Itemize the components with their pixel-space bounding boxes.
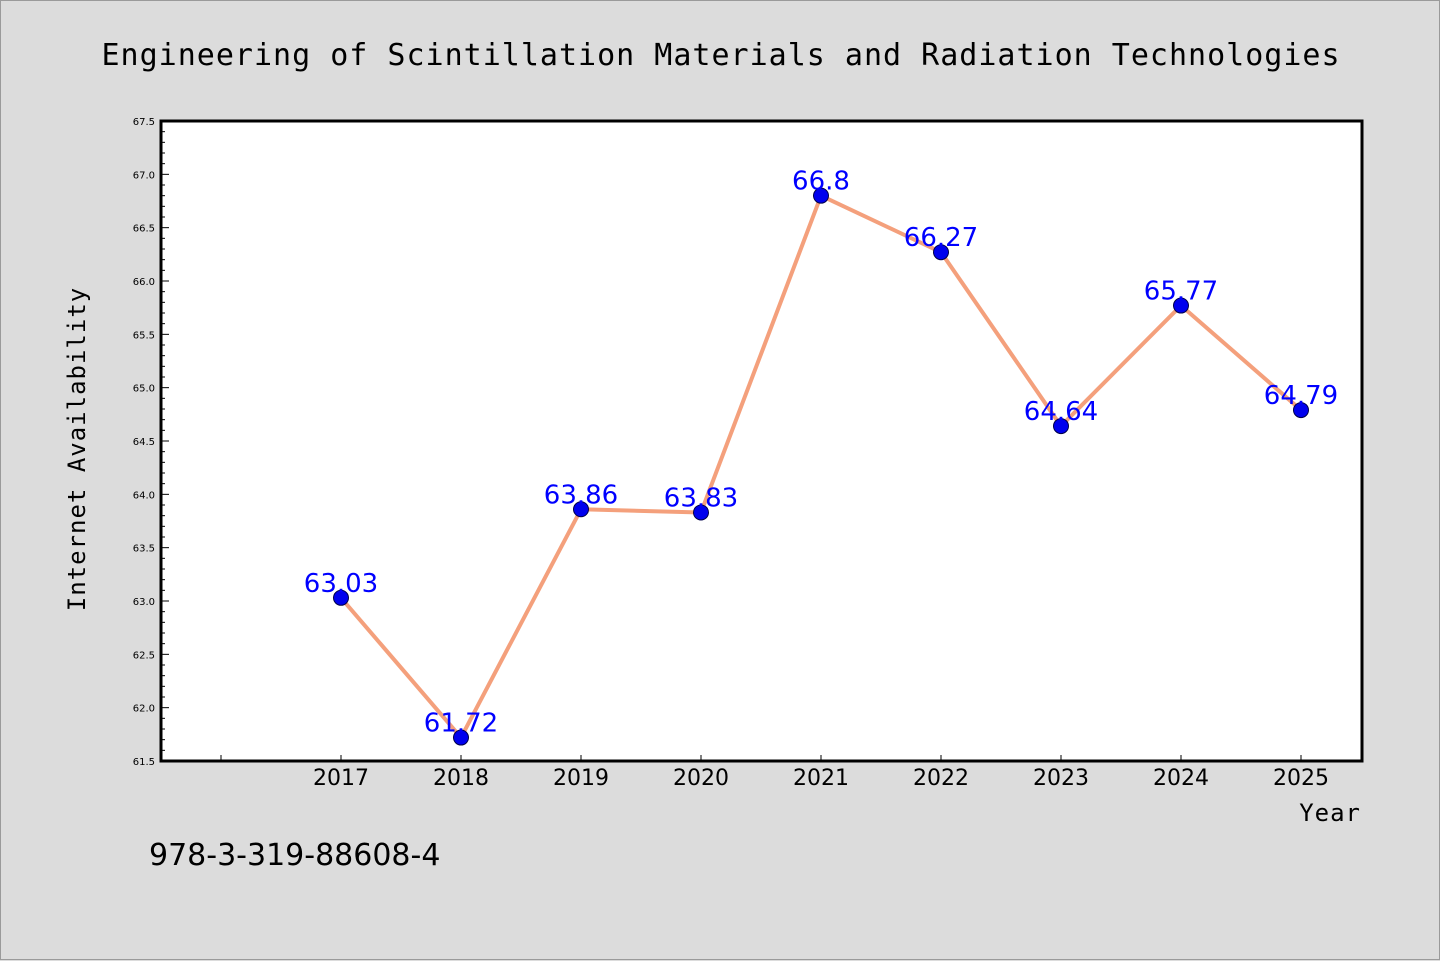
x-tick-label: 2020 [673, 766, 729, 791]
y-tick-label: 67.0 [133, 170, 155, 181]
y-tick-label: 62.0 [133, 704, 155, 715]
data-label: 65.77 [1144, 277, 1218, 307]
x-tick-label: 2021 [793, 766, 849, 791]
y-tick-label: 64.5 [133, 437, 155, 448]
y-tick-label: 63.0 [133, 597, 155, 608]
data-label: 64.64 [1024, 397, 1098, 427]
y-tick-label: 65.5 [133, 330, 155, 341]
footer-code: 978-3-319-88608-4 [149, 838, 440, 873]
data-point [453, 729, 469, 746]
x-tick-label: 2025 [1273, 766, 1329, 791]
y-axis: 61.5 62.0 62.5 63.0 63.5 64.0 64.5 65.0 65.5 66.0… [133, 117, 169, 768]
x-tick-label: 2024 [1153, 766, 1209, 791]
data-label: 61.72 [424, 709, 498, 739]
y-tick-label: 62.5 [133, 650, 155, 661]
x-axis: 2017 2018 2019 2020 2021 2022 2023 2024 2025 [220, 755, 1329, 791]
data-label: 63.86 [544, 480, 618, 510]
data-point [333, 589, 349, 606]
x-tick-label: 2019 [553, 766, 609, 791]
x-axis-label: Year [1299, 799, 1361, 827]
data-point [693, 504, 709, 521]
data-point [1053, 418, 1069, 435]
data-label: 63.83 [664, 483, 738, 513]
data-point [573, 501, 589, 518]
data-point [933, 244, 949, 261]
data-label: 63.03 [304, 569, 378, 599]
data-point [1173, 297, 1189, 314]
y-tick-label: 65.0 [133, 384, 155, 395]
y-tick-label: 66.5 [133, 224, 155, 235]
data-point [1293, 402, 1309, 419]
data-point [813, 187, 829, 204]
x-tick-label: 2017 [313, 766, 369, 791]
x-tick-label: 2018 [433, 766, 489, 791]
plot-area [159, 119, 1364, 763]
data-label: 66.27 [904, 223, 978, 253]
chart-title: Engineering of Scintillation Materials a… [102, 38, 1341, 73]
y-axis-label: Internet Availability [63, 287, 91, 611]
x-tick-label: 2023 [1033, 766, 1089, 791]
data-label: 64.79 [1264, 381, 1338, 411]
x-tick-label: 2022 [913, 766, 969, 791]
series-group: 63.03 61.72 63.86 63.83 66.8 66.27 64.64 65.77 6… [304, 167, 1338, 746]
y-tick-label: 66.0 [133, 277, 155, 288]
y-tick-label: 67.5 [133, 117, 155, 128]
data-label: 66.8 [792, 167, 850, 197]
y-tick-label: 63.5 [133, 544, 155, 555]
y-tick-label: 64.0 [133, 490, 155, 501]
y-tick-label: 61.5 [133, 757, 155, 768]
